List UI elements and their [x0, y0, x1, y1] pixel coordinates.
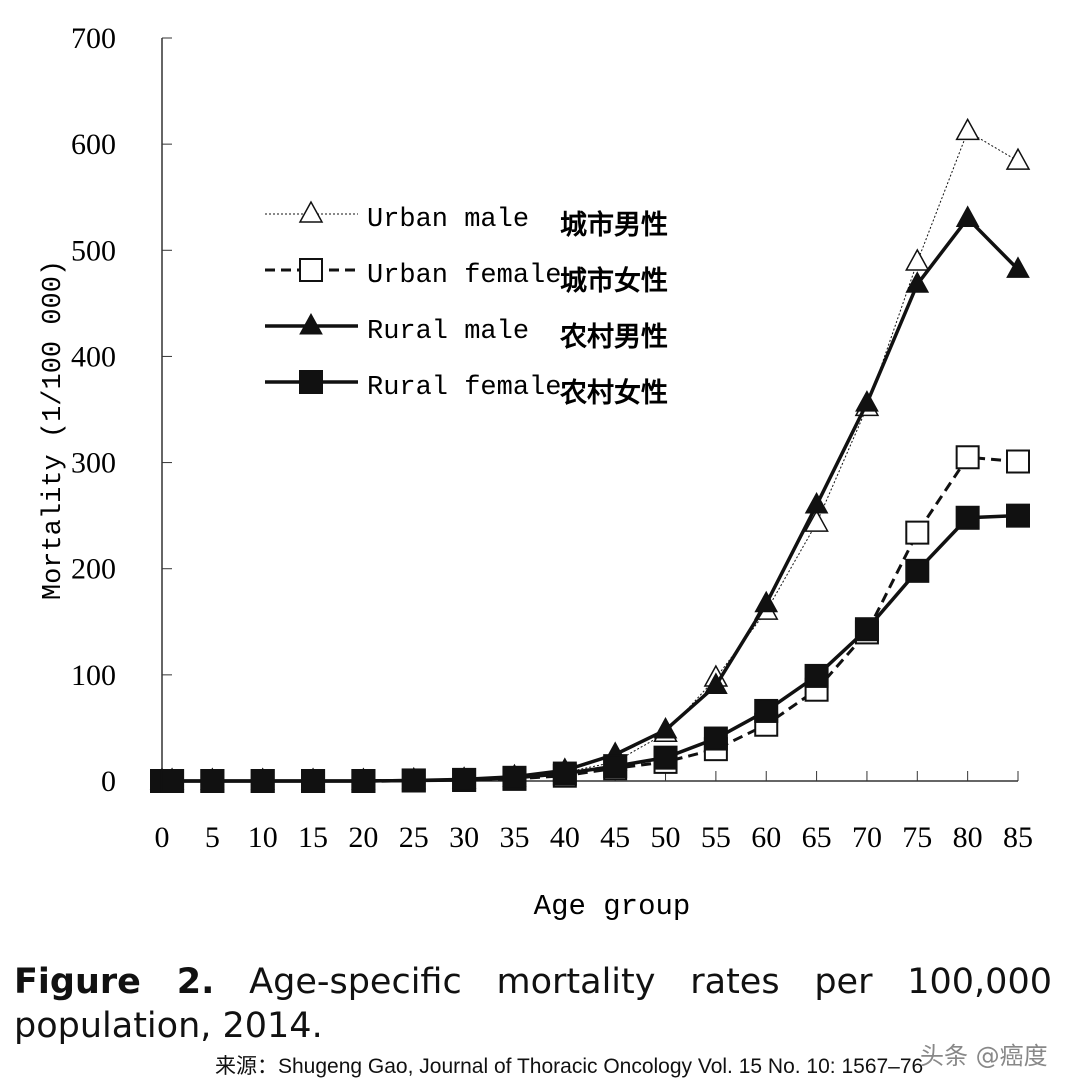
x-tick-label: 30: [449, 821, 479, 854]
triangle-marker: [804, 509, 829, 532]
y-axis-label: Mortality (1/100 000): [39, 260, 69, 600]
y-tick-label: 200: [71, 553, 116, 586]
legend-label-zh: 城市男性: [560, 209, 668, 241]
legend-label: Rural male: [367, 317, 529, 347]
x-tick-label: 85: [1003, 821, 1033, 854]
legend-item: Urban male 城市男性: [265, 200, 668, 241]
square-marker: [452, 767, 477, 792]
x-axis-label: Age group: [534, 890, 691, 923]
y-tick-label: 0: [101, 765, 116, 798]
square-marker: [955, 445, 980, 470]
legend-label-zh: 农村男性: [559, 322, 668, 353]
square-marker: [351, 769, 376, 793]
square-marker: [804, 663, 829, 688]
triangle-marker: [905, 248, 930, 271]
triangle-marker: [754, 590, 779, 613]
watermark: 头条 @癌度: [920, 1042, 1048, 1070]
triangle-marker: [905, 271, 930, 293]
square-marker: [754, 698, 779, 723]
square-marker: [703, 726, 728, 751]
x-tick-label: 70: [852, 821, 882, 854]
square-marker: [299, 258, 323, 282]
x-tick-label: 35: [499, 821, 529, 854]
legend-label-zh: 城市女性: [560, 265, 668, 297]
triangle-marker: [299, 312, 323, 335]
square-marker: [301, 769, 326, 793]
mortality-chart: 0 100 200 300 400 500 600 700 0 5 10 15 20 25 30 35 40 45…: [39, 22, 1033, 923]
series-line: [162, 455, 1019, 783]
square-marker: [160, 769, 185, 793]
square-marker: [653, 745, 678, 770]
legend-label: Urban female: [367, 261, 561, 291]
square-marker: [200, 769, 225, 793]
square-marker: [299, 370, 323, 394]
square-marker: [250, 769, 275, 793]
x-tick-label: 20: [348, 821, 378, 854]
square-marker: [1006, 503, 1030, 528]
y-tick-label: 100: [71, 659, 116, 692]
legend-label: Rural female: [367, 373, 561, 403]
square-marker: [905, 520, 930, 545]
x-tick-label: 0: [155, 821, 170, 854]
x-tick-label: 40: [550, 821, 580, 854]
y-tick-label: 300: [71, 447, 116, 480]
square-marker: [502, 765, 527, 790]
triangle-marker: [1006, 256, 1030, 278]
triangle-marker: [804, 491, 829, 514]
caption-text: Age-specific mortality rates per 100,000…: [14, 962, 1052, 1046]
square-marker: [955, 505, 980, 530]
square-marker: [552, 761, 577, 786]
caption-label: Figure 2.: [14, 962, 215, 1002]
x-tick-label: 60: [751, 821, 781, 854]
legend-label: Urban male: [367, 205, 529, 235]
source-line: 来源：Shugeng Gao, Journal of Thoracic Onco…: [215, 1055, 924, 1078]
x-tick-label: 50: [651, 821, 681, 854]
triangle-marker: [704, 672, 728, 694]
triangle-marker: [1005, 147, 1031, 170]
series-line: [162, 215, 1020, 783]
series-rural-female: [150, 503, 1030, 793]
triangle-marker: [855, 390, 879, 412]
square-marker: [603, 754, 628, 779]
x-tick-label: 65: [802, 821, 832, 854]
legend-label-zh: 农村女性: [559, 377, 668, 409]
x-tick-label: 45: [600, 821, 630, 854]
legend-item: Rural male 农村男性: [265, 312, 668, 353]
square-marker: [401, 768, 426, 793]
x-tick-label: 25: [399, 821, 429, 854]
y-tick-label: 400: [71, 340, 116, 373]
y-tick-label: 500: [71, 234, 116, 267]
y-tick-label: 600: [71, 128, 116, 161]
x-tick-label: 15: [298, 821, 328, 854]
square-marker: [905, 558, 930, 583]
square-marker: [1006, 449, 1030, 474]
triangle-marker: [955, 117, 980, 141]
x-tick-label: 55: [701, 821, 731, 854]
triangle-marker: [653, 717, 678, 739]
x-tick-label: 5: [205, 821, 220, 854]
triangle-marker: [955, 205, 980, 227]
x-tick-label: 80: [953, 821, 983, 854]
series-urban-female: [150, 445, 1030, 793]
x-tick-label: 75: [902, 821, 932, 854]
square-marker: [854, 617, 879, 642]
triangle-marker: [298, 200, 324, 223]
x-tick-label: 10: [248, 821, 278, 854]
series-line: [162, 513, 1019, 783]
y-tick-label: 700: [71, 22, 116, 55]
figure-caption: Figure 2. Age-specific mortality rates p…: [14, 960, 1052, 1048]
